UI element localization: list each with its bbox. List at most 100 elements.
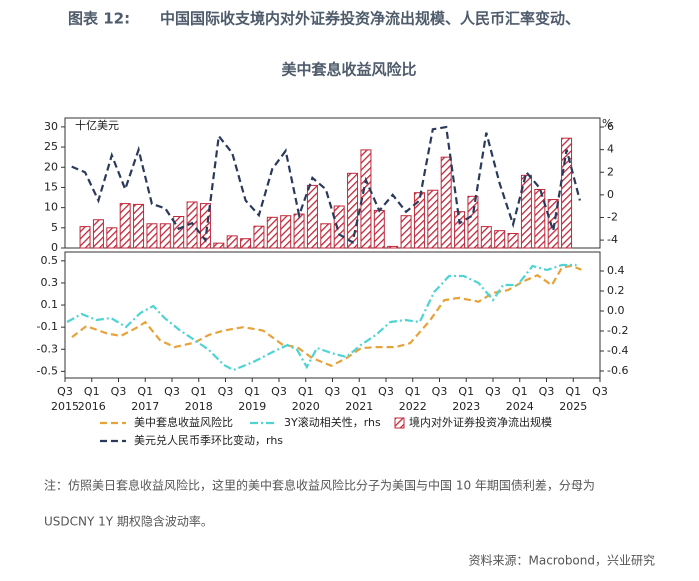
y2-tick-label: -2 xyxy=(607,210,618,223)
y-tick-label: 0 xyxy=(51,241,58,254)
plot-frame xyxy=(64,117,601,249)
y2-tick-label: 0.4 xyxy=(607,264,625,277)
x-tick-label: Q1 xyxy=(244,385,260,398)
bar xyxy=(293,213,305,249)
y-tick-label: 0.1 xyxy=(41,298,59,311)
bar xyxy=(387,245,399,249)
y-axis-label: 十亿美元 xyxy=(75,118,119,132)
note: 注：仿照美日套息收益风险比，这里的美中套息收益风险比分子为美国与中国 10 年期… xyxy=(44,478,595,493)
y2-tick-label: -0.2 xyxy=(607,324,628,337)
figure-label: 图表 12: xyxy=(68,10,130,28)
bar xyxy=(266,216,278,249)
y2-tick-label: -0.6 xyxy=(607,364,628,377)
source: 资料来源：Macrobond，兴业研究 xyxy=(469,553,656,568)
bar xyxy=(320,223,332,249)
y2-tick-label: 0 xyxy=(607,188,614,201)
bar xyxy=(520,174,532,249)
x-tick-label: Q1 xyxy=(191,385,207,398)
y2-tick-label: 0.0 xyxy=(607,304,625,317)
bar xyxy=(440,156,452,249)
x-tick-label: Q1 xyxy=(512,385,528,398)
x-tick-label: Q3 xyxy=(57,385,73,398)
x-tick-label: Q3 xyxy=(485,385,501,398)
x-year-label: 2024 xyxy=(506,400,534,413)
x-year-label: 2023 xyxy=(452,400,480,413)
y-tick-label: 0.3 xyxy=(41,276,59,289)
y2-tick-label: 6 xyxy=(607,120,614,133)
y2-axis-label: % xyxy=(602,117,612,130)
x-year-label: 2020 xyxy=(292,400,320,413)
legend-label: 3Y滚动相关性，rhs xyxy=(284,415,381,429)
bar xyxy=(92,219,104,249)
note: USDCNY 1Y 期权隐含波动率。 xyxy=(44,514,213,529)
bar xyxy=(467,195,479,249)
x-tick-label: Q1 xyxy=(405,385,421,398)
bar xyxy=(173,216,185,249)
x-year-label: 2022 xyxy=(399,400,427,413)
x-tick-label: Q1 xyxy=(84,385,100,398)
x-year-label: 2015 xyxy=(51,400,79,413)
bar xyxy=(373,209,385,249)
bar xyxy=(226,235,238,249)
x-tick-label: Q1 xyxy=(458,385,474,398)
bar xyxy=(347,172,359,249)
bar xyxy=(253,225,265,249)
bar xyxy=(280,215,292,249)
x-tick-label: Q3 xyxy=(378,385,394,398)
y-tick-label: -0.5 xyxy=(37,364,58,377)
y2-tick-label: -0.4 xyxy=(607,344,628,357)
x-tick-label: Q3 xyxy=(271,385,287,398)
bar xyxy=(240,238,252,249)
line xyxy=(71,264,582,368)
x-tick-label: Q1 xyxy=(298,385,314,398)
bar xyxy=(79,226,91,249)
x-tick-label: Q1 xyxy=(351,385,367,398)
y-tick-label: 25 xyxy=(44,140,58,153)
bar xyxy=(561,137,573,249)
bar xyxy=(454,211,466,249)
x-tick-label: Q3 xyxy=(325,385,341,398)
x-tick-label: Q1 xyxy=(137,385,153,398)
bar xyxy=(480,226,492,249)
bar xyxy=(494,230,506,249)
line xyxy=(71,125,581,245)
title: 美中套息收益风险比 xyxy=(281,61,416,79)
bar xyxy=(534,188,546,249)
y-tick-label: 20 xyxy=(44,160,58,173)
legend-label: 美元兑人民币季环比变动，rhs xyxy=(134,433,283,447)
x-tick-label: Q3 xyxy=(592,385,608,398)
y-tick-label: 15 xyxy=(44,180,58,193)
bar xyxy=(507,232,519,249)
bar xyxy=(427,189,439,249)
bar xyxy=(159,223,171,249)
y-tick-label: 10 xyxy=(44,201,58,214)
y2-tick-label: 0.2 xyxy=(607,284,625,297)
bar xyxy=(199,203,211,249)
legend-label: 美中套息收益风险比 xyxy=(134,415,233,429)
x-year-label: 2016 xyxy=(78,400,106,413)
bar xyxy=(119,203,131,249)
y2-tick-label: 4 xyxy=(607,143,614,156)
x-year-label: 2021 xyxy=(345,400,373,413)
bar xyxy=(106,227,118,249)
x-year-label: 2018 xyxy=(185,400,213,413)
x-year-label: 2017 xyxy=(131,400,159,413)
bar xyxy=(400,215,412,249)
x-year-label: 2019 xyxy=(238,400,266,413)
x-tick-label: Q1 xyxy=(565,385,581,398)
y-tick-label: -0.1 xyxy=(37,320,58,333)
bar xyxy=(333,205,345,249)
legend-label: 境内对外证券投资净流出规模 xyxy=(409,415,552,429)
x-tick-label: Q3 xyxy=(539,385,555,398)
x-year-label: 2025 xyxy=(559,400,587,413)
bar xyxy=(547,199,559,249)
bar xyxy=(213,242,225,249)
plot-frame xyxy=(64,251,601,379)
y-tick-label: 30 xyxy=(44,120,58,133)
y-tick-label: 5 xyxy=(51,221,58,234)
title: 中国国际收支境内对外证券投资净流出规模、人民币汇率变动、 xyxy=(160,10,580,28)
x-tick-label: Q3 xyxy=(111,385,127,398)
y-tick-label: 0.5 xyxy=(41,254,59,267)
bar xyxy=(413,192,425,249)
